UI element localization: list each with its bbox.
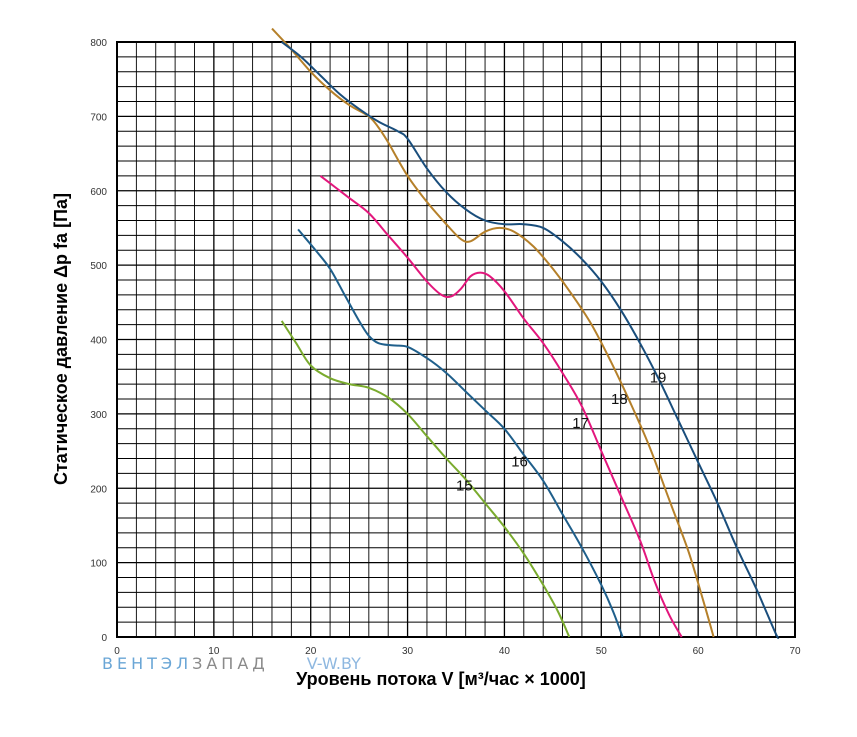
curve-label-17: 17 bbox=[572, 415, 589, 432]
y-tick-label: 400 bbox=[90, 336, 107, 347]
watermark-part2: ЗАПАД bbox=[192, 654, 269, 673]
curve-17 bbox=[319, 175, 683, 638]
x-tick-label: 10 bbox=[208, 646, 220, 657]
plot-frame bbox=[116, 41, 796, 638]
y-tick-label: 700 bbox=[90, 112, 107, 123]
y-tick-label: 0 bbox=[101, 633, 107, 644]
curve-label-18: 18 bbox=[611, 391, 628, 408]
y-tick-label: 100 bbox=[90, 559, 107, 570]
watermark-part3: V-W.BY bbox=[307, 654, 361, 673]
x-tick-label: 50 bbox=[596, 646, 608, 657]
curve-labels: 15 16 17 18 19 bbox=[456, 370, 666, 495]
curve-label-19: 19 bbox=[650, 370, 667, 387]
curve-15 bbox=[280, 320, 571, 638]
x-tick-label: 20 bbox=[305, 646, 317, 657]
watermark-part1: ВЕНТЭЛ bbox=[102, 654, 192, 673]
y-axis-title: Статическое давление Δp fa [Па] bbox=[51, 193, 71, 485]
x-tick-label: 30 bbox=[402, 646, 414, 657]
curve-19 bbox=[281, 41, 780, 639]
curve-label-16: 16 bbox=[511, 454, 528, 471]
watermark: ВЕНТЭЛЗАПАД V-W.BY bbox=[102, 654, 361, 673]
y-tick-label: 200 bbox=[90, 484, 107, 495]
grid bbox=[116, 41, 796, 638]
x-tick-label: 0 bbox=[114, 646, 120, 657]
x-tick-label: 70 bbox=[789, 646, 801, 657]
curve-label-15: 15 bbox=[456, 477, 473, 494]
y-tick-label: 800 bbox=[90, 38, 107, 49]
y-tick-label: 300 bbox=[90, 410, 107, 421]
curves bbox=[271, 27, 780, 639]
x-axis-title: Уровень потока V [м³/час × 1000] bbox=[296, 669, 586, 689]
curve-18 bbox=[271, 27, 715, 638]
y-tick-label: 500 bbox=[90, 261, 107, 272]
curve-16 bbox=[297, 228, 624, 638]
x-tick-label: 40 bbox=[499, 646, 511, 657]
y-tick-label: 600 bbox=[90, 187, 107, 198]
x-tick-label: 60 bbox=[693, 646, 705, 657]
